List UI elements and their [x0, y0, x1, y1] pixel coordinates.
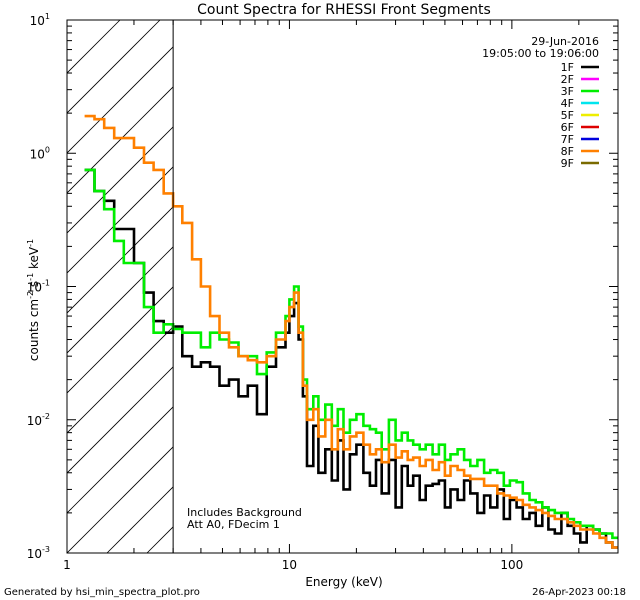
y-axis-label-s: s	[27, 281, 41, 291]
legend-label: 6F	[561, 121, 574, 134]
legend-label: 1F	[561, 61, 574, 74]
series-1f	[84, 168, 618, 549]
y-tick-label: 10-3	[27, 545, 50, 561]
legend-label: 9F	[561, 157, 574, 170]
legend-label: 7F	[561, 133, 574, 146]
series-3f	[84, 168, 618, 540]
x-tick-label: 1	[63, 558, 71, 572]
y-axis-label-base: counts cm	[27, 299, 41, 361]
y-axis-label-exp2: -1	[26, 273, 35, 281]
legend-label: 5F	[561, 109, 574, 122]
y-axis-label-exp1: -2	[26, 291, 35, 299]
header-date: 29-Jun-2016	[531, 35, 599, 48]
legend-label: 3F	[561, 85, 574, 98]
y-tick-label: 10-2	[27, 412, 50, 428]
legend-label: 8F	[561, 145, 574, 158]
annotation-background: Includes Background	[187, 506, 302, 519]
y-axis-label-kev: keV	[27, 246, 41, 273]
y-axis-label-exp3: -1	[26, 239, 35, 247]
annotation-attenuator: Att A0, FDecim 1	[187, 518, 280, 531]
header-time-range: 19:05:00 to 19:06:00	[482, 47, 599, 60]
y-tick-label: 101	[30, 12, 50, 28]
y-tick-label: 100	[30, 145, 50, 161]
y-axis-label: counts cm-2 s-1 keV-1	[26, 239, 41, 361]
legend-label: 2F	[561, 73, 574, 86]
x-tick-label: 10	[282, 558, 297, 572]
footer-timestamp: 26-Apr-2023 00:18	[532, 587, 626, 598]
footer-generated-by: Generated by hsi_min_spectra_plot.pro	[4, 587, 200, 598]
x-axis-label: Energy (keV)	[305, 575, 382, 589]
y-tick-label: 10-1	[27, 279, 50, 295]
x-tick-label: 100	[500, 558, 523, 572]
series-8f	[84, 114, 618, 549]
hatched-region	[67, 20, 174, 553]
legend-label: 4F	[561, 97, 574, 110]
chart-title: Count Spectra for RHESSI Front Segments	[197, 2, 491, 18]
